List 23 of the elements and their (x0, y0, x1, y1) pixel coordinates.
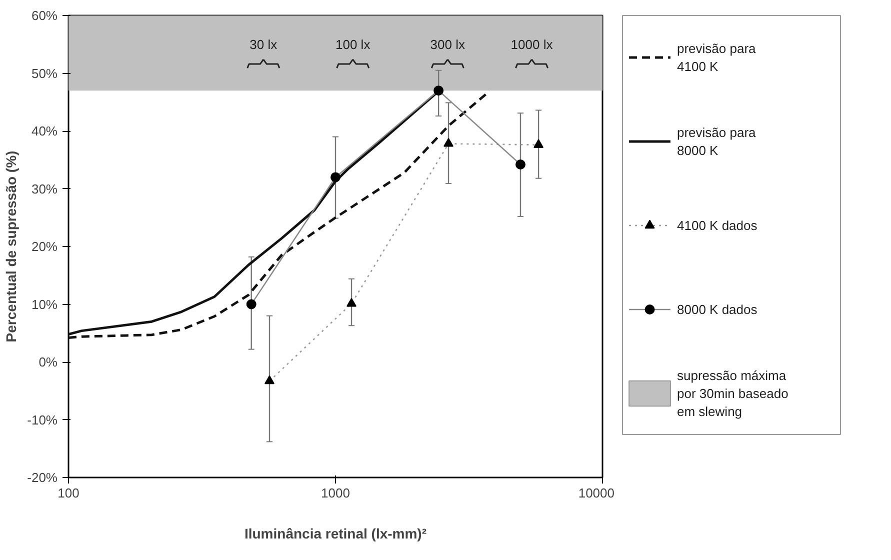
x-axis-title: Iluminância retinal (lx-mm)² (244, 526, 427, 542)
y-tick-label: 0% (38, 354, 58, 370)
y-tick-label: 50% (31, 66, 58, 81)
legend-label: previsão para 8000 K (677, 125, 757, 158)
annotation: 100 lx (336, 36, 371, 52)
y-tick-label: 20% (31, 239, 58, 254)
legend-label: previsão para 4100 K (677, 41, 757, 74)
annotation: 1000 lx (510, 36, 554, 52)
y-tick-label: 60% (31, 8, 58, 23)
y-tick-label: 40% (31, 124, 58, 138)
annotation: 300 lx (430, 36, 466, 52)
x-tick-label: 100 (58, 486, 80, 500)
y-tick-label: 30% (31, 181, 58, 196)
legend-label: 8000 K dados (677, 302, 758, 317)
legend-label: supressão máxima por 30min baseado em slewing (677, 368, 788, 419)
legend-label: 4100 K dados (677, 218, 758, 233)
annotation: 30 lx (250, 36, 278, 52)
y-tick-label: 10% (31, 296, 58, 312)
y-tick-label: -20% (27, 470, 58, 485)
y-axis-title: Percentual de supressão (%) (3, 150, 20, 342)
x-tick-label: 10000 (578, 486, 615, 500)
y-tick-label: -10% (27, 412, 58, 428)
x-tick-label: 1000 (321, 486, 350, 500)
